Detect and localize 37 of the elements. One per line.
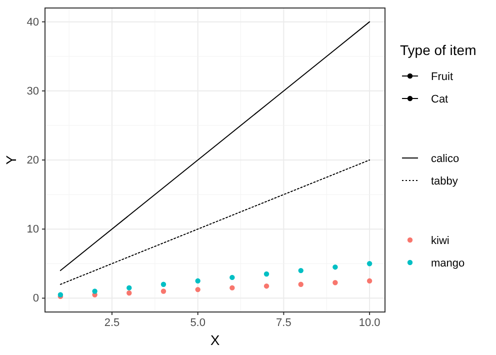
point	[230, 285, 235, 290]
point	[298, 268, 304, 274]
point	[160, 282, 166, 287]
legend-label: kiwi	[431, 235, 450, 247]
point	[92, 288, 98, 294]
point	[230, 274, 235, 280]
y-tick-label: 0	[32, 292, 39, 305]
point	[195, 286, 200, 292]
x-tick-label: 10.0	[358, 316, 380, 329]
point	[366, 278, 372, 284]
y-axis-title: Y	[3, 154, 19, 165]
point	[126, 290, 132, 296]
point	[126, 285, 132, 290]
legend-label: Cat	[431, 94, 448, 106]
point	[332, 280, 338, 286]
legend-title: Type of item	[400, 42, 476, 58]
x-tick-label: 5.0	[190, 316, 206, 329]
point	[298, 282, 304, 287]
x-tick-label: 2.5	[104, 316, 120, 329]
legend-label: tabby	[431, 176, 458, 188]
point	[332, 264, 338, 270]
x-axis-title: X	[210, 332, 220, 348]
point	[366, 261, 372, 266]
legend-label: Fruit	[431, 71, 453, 83]
legend-label: mango	[431, 258, 465, 270]
x-tick-label: 7.5	[276, 316, 292, 329]
line-series	[60, 21, 370, 272]
line-series	[60, 160, 370, 285]
point	[160, 288, 166, 294]
point	[264, 271, 270, 277]
y-tick-label: 20	[26, 154, 39, 167]
y-tick-label: 10	[26, 224, 39, 236]
legend-label: calico	[431, 153, 460, 165]
point	[264, 283, 270, 289]
y-tick-label: 40	[26, 16, 39, 28]
y-tick-label: 30	[26, 85, 39, 98]
point	[195, 278, 200, 284]
